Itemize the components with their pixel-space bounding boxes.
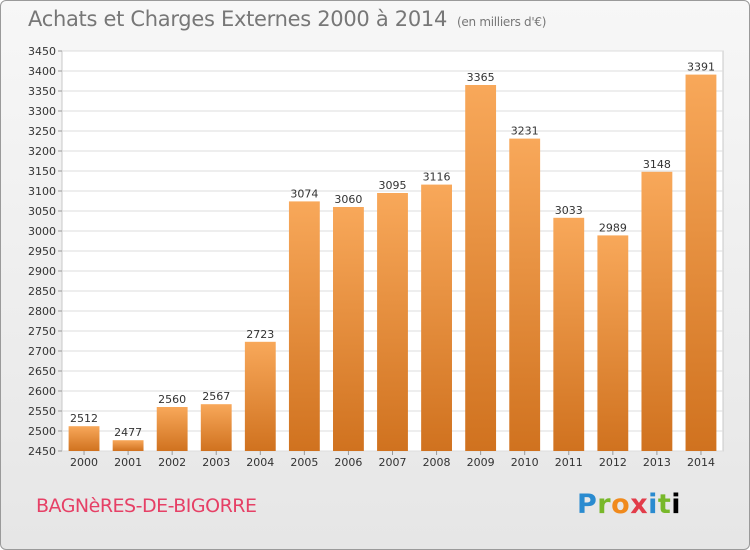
data-label: 3095 [379, 179, 407, 192]
y-tick-label: 3250 [28, 125, 56, 138]
chart-subtitle: (en milliers d'€) [457, 15, 547, 29]
bar [200, 404, 232, 451]
y-tick-label: 3050 [28, 205, 56, 218]
x-tick-label: 2006 [334, 456, 362, 469]
x-tick-label: 2010 [511, 456, 539, 469]
x-tick-label: 2012 [599, 456, 627, 469]
bar [465, 85, 497, 451]
bar [553, 217, 585, 451]
y-tick-label: 3450 [28, 45, 56, 58]
y-tick-label: 3400 [28, 65, 56, 78]
y-tick-label: 3000 [28, 225, 56, 238]
y-tick-label: 2700 [28, 345, 56, 358]
x-tick-label: 2004 [246, 456, 274, 469]
x-tick-label: 2000 [70, 456, 98, 469]
x-tick-label: 2001 [114, 456, 142, 469]
x-tick-label: 2005 [290, 456, 318, 469]
bar [685, 74, 717, 451]
data-label: 2560 [158, 393, 186, 406]
data-label: 3116 [423, 171, 451, 184]
data-label: 3391 [687, 61, 715, 74]
y-tick-label: 3300 [28, 105, 56, 118]
x-tick-label: 2007 [379, 456, 407, 469]
bar [377, 193, 408, 451]
bar [509, 138, 541, 451]
y-tick-label: 3200 [28, 145, 56, 158]
bar [156, 407, 188, 451]
logo-letter: i [671, 489, 682, 520]
y-tick-label: 2900 [28, 265, 56, 278]
data-label: 3148 [643, 158, 671, 171]
y-axis: 2450 2500 2550 2600 2650 2700 2750 2800 2850 2900… [28, 45, 62, 458]
logo-letter: t [657, 489, 672, 520]
y-tick-label: 2800 [28, 305, 56, 318]
bars: 2512 2477 2560 2567 2723 3074 3060 3095 3116 3365… [68, 61, 717, 452]
y-tick-label: 2500 [28, 425, 56, 438]
proxiti-logo: Proxiti [577, 489, 681, 520]
y-tick-label: 3150 [28, 165, 56, 178]
bar [597, 235, 629, 451]
y-tick-label: 2750 [28, 325, 56, 338]
y-tick-label: 2650 [28, 365, 56, 378]
chart-title-text: Achats et Charges Externes 2000 à 2014 [28, 7, 448, 31]
bar [333, 207, 364, 451]
logo-letter: x [630, 489, 649, 520]
x-tick-label: 2002 [158, 456, 186, 469]
y-tick-label: 3350 [28, 85, 56, 98]
bar [421, 184, 452, 451]
data-label: 3060 [334, 193, 362, 206]
y-tick-label: 2950 [28, 245, 56, 258]
bar [641, 171, 673, 452]
x-tick-label: 2008 [423, 456, 451, 469]
logo-letter: r [597, 489, 612, 520]
bar [68, 426, 100, 451]
data-label: 2567 [202, 390, 230, 403]
logo-letter: o [611, 489, 631, 520]
x-tick-label: 2003 [202, 456, 230, 469]
x-tick-label: 2014 [687, 456, 715, 469]
y-tick-label: 3100 [28, 185, 56, 198]
data-label: 3033 [555, 204, 583, 217]
y-tick-label: 2600 [28, 385, 56, 398]
x-axis: 2000 2001 2002 2003 2004 2005 2006 2007 2008 2009… [70, 451, 715, 469]
data-label: 2989 [599, 221, 627, 234]
y-tick-label: 2450 [28, 445, 56, 458]
x-tick-label: 2011 [555, 456, 583, 469]
data-label: 3074 [290, 187, 318, 200]
data-label: 2723 [246, 328, 274, 341]
logo-letter: P [577, 489, 598, 520]
bar [288, 201, 320, 451]
data-label: 3231 [511, 125, 539, 138]
bar [244, 341, 276, 451]
x-tick-label: 2013 [643, 456, 671, 469]
y-tick-label: 2850 [28, 285, 56, 298]
bar [112, 440, 144, 451]
data-label: 2477 [114, 426, 142, 439]
x-tick-label: 2009 [467, 456, 495, 469]
data-label: 3365 [467, 71, 495, 84]
data-label: 2512 [70, 412, 98, 425]
y-tick-label: 2550 [28, 405, 56, 418]
chart-title: Achats et Charges Externes 2000 à 2014 (e… [28, 7, 546, 31]
commune-name: BAGNèRES-DE-BIGORRE [36, 495, 257, 517]
logo-letter: i [648, 489, 658, 520]
